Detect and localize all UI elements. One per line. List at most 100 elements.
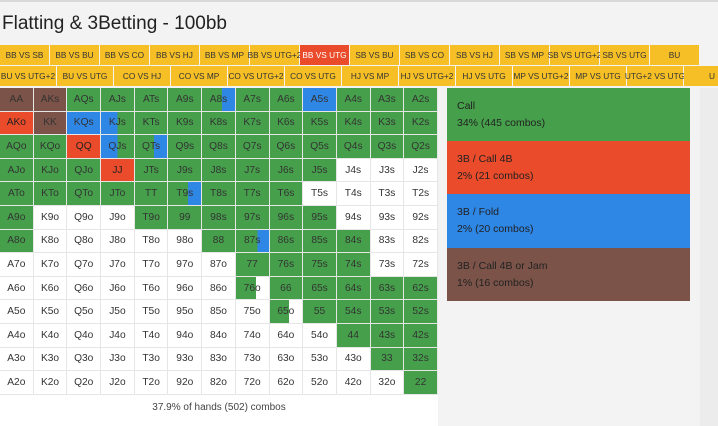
hand-cell-95o[interactable]: 95o bbox=[168, 300, 203, 324]
hand-cell-54s[interactable]: 54s bbox=[336, 300, 371, 324]
hand-cell-72s[interactable]: 72s bbox=[404, 253, 438, 277]
hand-cell-65o[interactable]: 65o bbox=[269, 300, 304, 324]
hand-cell-q2o[interactable]: Q2o bbox=[67, 371, 102, 395]
tab-bu[interactable]: BU bbox=[650, 45, 699, 65]
hand-cell-53s[interactable]: 53s bbox=[370, 300, 405, 324]
hand-cell-q5o[interactable]: Q5o bbox=[67, 300, 102, 324]
hand-cell-aqo[interactable]: AQo bbox=[0, 135, 34, 159]
hand-cell-42o[interactable]: 42o bbox=[336, 371, 371, 395]
tab-sb-vs-utg-2[interactable]: SB VS UTG+2 bbox=[548, 45, 601, 65]
hand-cell-t3s[interactable]: T3s bbox=[370, 182, 405, 206]
hand-cell-62s[interactable]: 62s bbox=[404, 276, 438, 301]
tab-co-vs-utg-2[interactable]: CO VS UTG+2 bbox=[228, 66, 284, 86]
hand-cell-76o[interactable]: 76o bbox=[235, 276, 270, 301]
hand-cell-a9o[interactable]: A9o bbox=[0, 205, 34, 230]
hand-cell-a7s[interactable]: A7s bbox=[235, 88, 270, 112]
hand-cell-qts[interactable]: QTs bbox=[134, 135, 169, 159]
hand-cell-32o[interactable]: 32o bbox=[370, 371, 405, 395]
hand-cell-94o[interactable]: 94o bbox=[168, 323, 203, 348]
hand-cell-j7o[interactable]: J7o bbox=[101, 253, 135, 277]
hand-cell-k7s[interactable]: K7s bbox=[235, 111, 270, 136]
hand-cell-q3s[interactable]: Q3s bbox=[370, 135, 405, 159]
hand-cell-a5o[interactable]: A5o bbox=[0, 300, 34, 324]
hand-cell-t6s[interactable]: T6s bbox=[269, 182, 304, 206]
hand-cell-86o[interactable]: 86o bbox=[202, 276, 236, 301]
hand-cell-a2o[interactable]: A2o bbox=[0, 371, 34, 395]
hand-cell-t9o[interactable]: T9o bbox=[134, 205, 169, 230]
hand-cell-q7o[interactable]: Q7o bbox=[67, 253, 102, 277]
hand-cell-54o[interactable]: 54o bbox=[303, 323, 337, 348]
hand-cell-k7o[interactable]: K7o bbox=[33, 253, 68, 277]
hand-cell-q8s[interactable]: Q8s bbox=[202, 135, 236, 159]
hand-cell-kk[interactable]: KK bbox=[33, 111, 68, 136]
tab-co-vs-mp[interactable]: CO VS MP bbox=[171, 66, 227, 86]
hand-cell-86s[interactable]: 86s bbox=[269, 229, 304, 254]
hand-cell-k6s[interactable]: K6s bbox=[269, 111, 304, 136]
hand-cell-a3o[interactable]: A3o bbox=[0, 347, 34, 372]
tab-bb-vs-co[interactable]: BB VS CO bbox=[100, 45, 149, 65]
hand-cell-k8o[interactable]: K8o bbox=[33, 229, 68, 254]
hand-cell-87o[interactable]: 87o bbox=[202, 253, 236, 277]
tab-sb-vs-bu[interactable]: SB VS BU bbox=[350, 45, 399, 65]
hand-cell-k9s[interactable]: K9s bbox=[168, 111, 203, 136]
tab-bu-vs-utg-2[interactable]: BU VS UTG+2 bbox=[0, 66, 56, 86]
hand-cell-t3o[interactable]: T3o bbox=[134, 347, 169, 372]
hand-cell-75s[interactable]: 75s bbox=[303, 253, 337, 277]
hand-cell-qjo[interactable]: QJo bbox=[67, 158, 102, 183]
hand-cell-73o[interactable]: 73o bbox=[235, 347, 270, 372]
hand-cell-65s[interactable]: 65s bbox=[303, 276, 337, 301]
hand-cell-ajs[interactable]: AJs bbox=[101, 88, 135, 112]
hand-cell-q9o[interactable]: Q9o bbox=[67, 205, 102, 230]
hand-cell-94s[interactable]: 94s bbox=[336, 205, 371, 230]
hand-cell-42s[interactable]: 42s bbox=[404, 323, 438, 348]
hand-cell-84o[interactable]: 84o bbox=[202, 323, 236, 348]
hand-cell-t8s[interactable]: T8s bbox=[202, 182, 236, 206]
hand-cell-jto[interactable]: JTo bbox=[101, 182, 135, 206]
hand-cell-87s[interactable]: 87s bbox=[235, 229, 270, 254]
hand-cell-t2s[interactable]: T2s bbox=[404, 182, 438, 206]
hand-cell-a3s[interactable]: A3s bbox=[370, 88, 405, 112]
hand-cell-jj[interactable]: JJ bbox=[101, 158, 135, 183]
tab-mp-vs-utg-2[interactable]: MP VS UTG+2 bbox=[513, 66, 569, 86]
hand-cell-kqo[interactable]: KQo bbox=[33, 135, 68, 159]
hand-cell-a9s[interactable]: A9s bbox=[168, 88, 203, 112]
tab-u[interactable]: U bbox=[684, 66, 718, 86]
hand-cell-ajo[interactable]: AJo bbox=[0, 158, 34, 183]
hand-cell-j5o[interactable]: J5o bbox=[101, 300, 135, 324]
hand-cell-q9s[interactable]: Q9s bbox=[168, 135, 203, 159]
hand-cell-t2o[interactable]: T2o bbox=[134, 371, 169, 395]
hand-cell-aks[interactable]: AKs bbox=[33, 88, 68, 112]
hand-cell-52o[interactable]: 52o bbox=[303, 371, 337, 395]
tab-bb-vs-hj[interactable]: BB VS HJ bbox=[150, 45, 199, 65]
tab-sb-vs-co[interactable]: SB VS CO bbox=[400, 45, 449, 65]
hand-cell-q6o[interactable]: Q6o bbox=[67, 276, 102, 301]
hand-cell-kqs[interactable]: KQs bbox=[67, 111, 102, 136]
hand-cell-92o[interactable]: 92o bbox=[168, 371, 203, 395]
hand-cell-a6o[interactable]: A6o bbox=[0, 276, 34, 301]
hand-cell-t5s[interactable]: T5s bbox=[303, 182, 337, 206]
hand-cell-53o[interactable]: 53o bbox=[303, 347, 337, 372]
hand-cell-j2o[interactable]: J2o bbox=[101, 371, 135, 395]
hand-cell-aa[interactable]: AA bbox=[0, 88, 34, 112]
hand-cell-a7o[interactable]: A7o bbox=[0, 253, 34, 277]
hand-cell-82o[interactable]: 82o bbox=[202, 371, 236, 395]
tab-bb-vs-utg-2[interactable]: BB VS UTG+2 bbox=[248, 45, 301, 65]
hand-cell-q4s[interactable]: Q4s bbox=[336, 135, 371, 159]
tab-bb-vs-utg[interactable]: BB VS UTG bbox=[300, 45, 349, 65]
hand-cell-qto[interactable]: QTo bbox=[67, 182, 102, 206]
hand-cell-q5s[interactable]: Q5s bbox=[303, 135, 337, 159]
hand-cell-qq[interactable]: QQ bbox=[67, 135, 102, 159]
hand-cell-55[interactable]: 55 bbox=[303, 300, 337, 324]
hand-cell-t4s[interactable]: T4s bbox=[336, 182, 371, 206]
hand-cell-t8o[interactable]: T8o bbox=[134, 229, 169, 254]
hand-cell-63o[interactable]: 63o bbox=[269, 347, 304, 372]
hand-cell-k2o[interactable]: K2o bbox=[33, 371, 68, 395]
tab-bb-vs-bu[interactable]: BB VS BU bbox=[50, 45, 99, 65]
hand-cell-75o[interactable]: 75o bbox=[235, 300, 270, 324]
hand-cell-k5o[interactable]: K5o bbox=[33, 300, 68, 324]
hand-cell-kjo[interactable]: KJo bbox=[33, 158, 68, 183]
hand-cell-ato[interactable]: ATo bbox=[0, 182, 34, 206]
hand-cell-k6o[interactable]: K6o bbox=[33, 276, 68, 301]
tab-hj-vs-utg-2[interactable]: HJ VS UTG+2 bbox=[399, 66, 455, 86]
hand-cell-95s[interactable]: 95s bbox=[303, 205, 337, 230]
